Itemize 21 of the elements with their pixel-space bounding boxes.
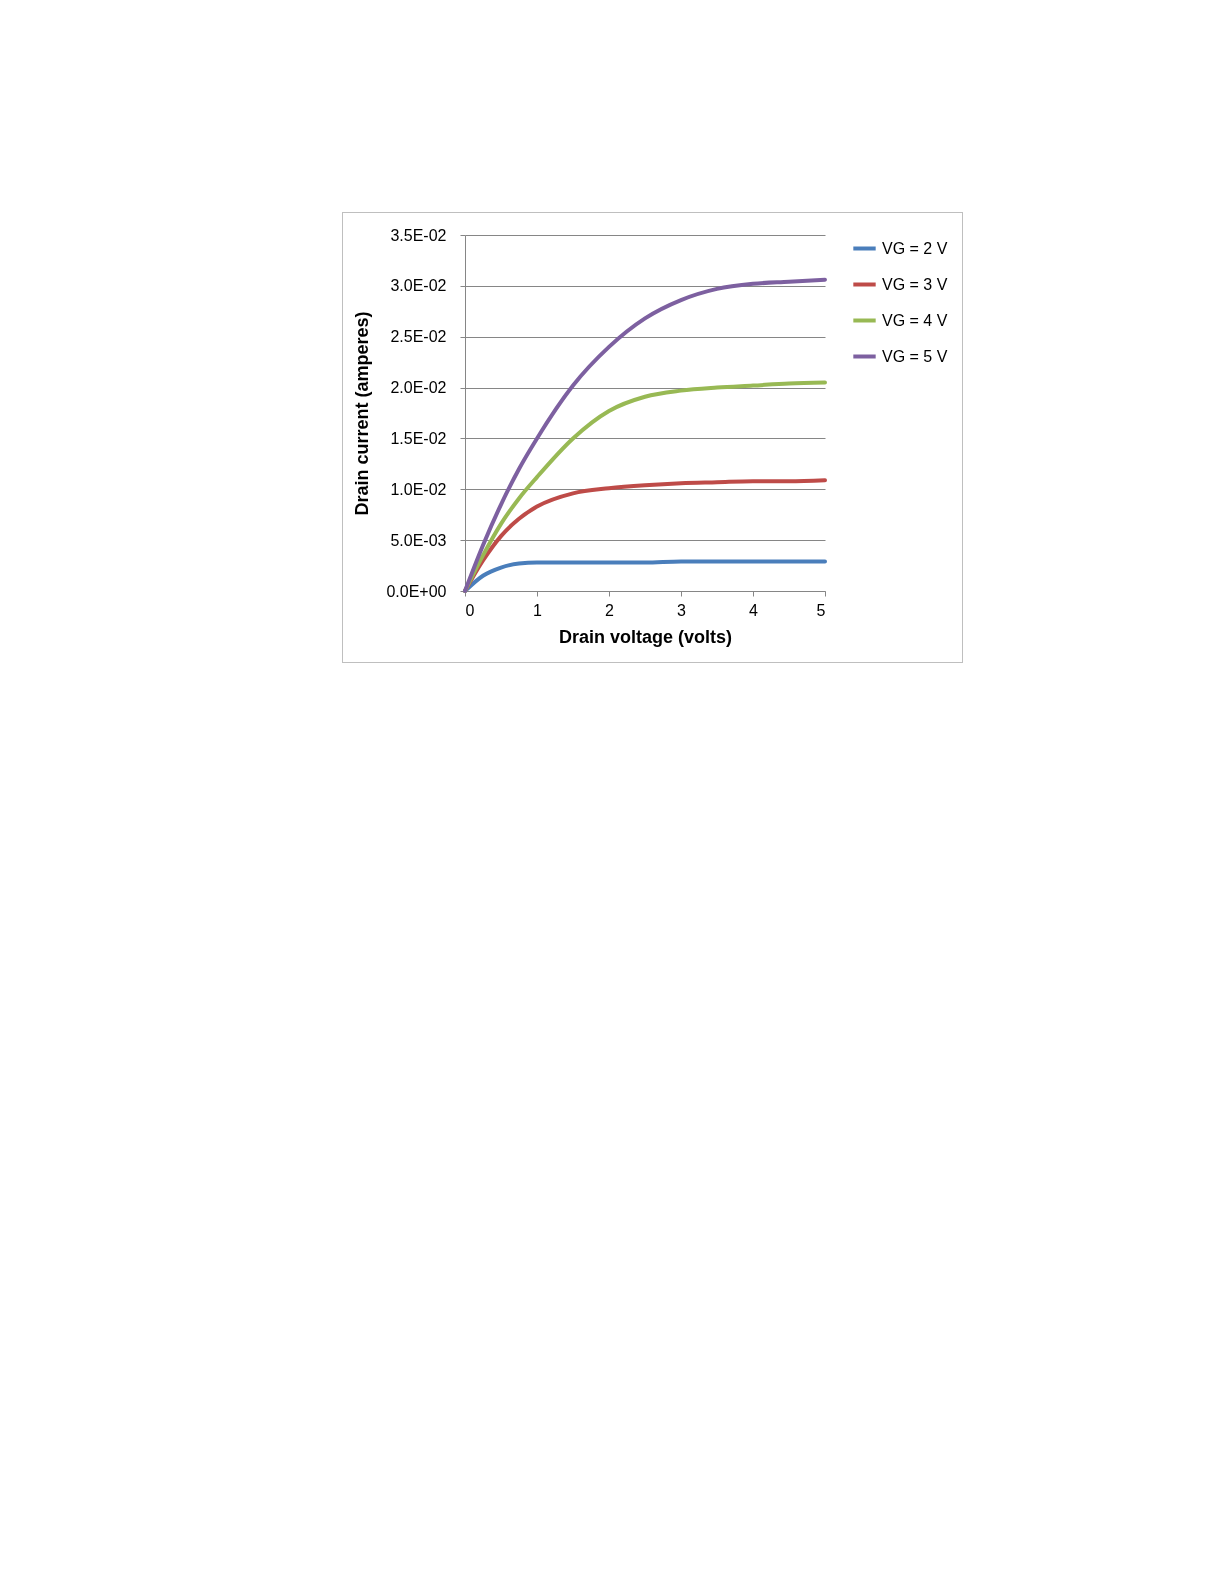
legend-label: VG = 4 V [882,311,948,329]
legend-label: VG = 3 V [882,275,948,293]
y-tick-label: 5.0E-03 [390,531,447,549]
y-tick-label: 0.0E+00 [386,582,447,600]
y-axis-title: Drain current (amperes) [352,311,373,516]
x-tick-label: 5 [816,601,826,619]
line-series [463,277,827,593]
y-tick-label: 2.0E-02 [390,379,447,397]
x-tick-label: 2 [605,601,615,619]
y-tick-label: 3.5E-02 [390,226,447,244]
legend-label: VG = 2 V [882,239,948,257]
x-axis-title: Drain voltage (volts) [558,626,733,647]
x-tick-label: 4 [749,601,759,619]
y-tick-label: 3.0E-02 [390,277,447,295]
y-tick-label: 2.5E-02 [390,328,447,346]
y-tick-label: 1.0E-02 [390,480,447,498]
x-tick-label: 3 [677,601,687,619]
x-tick-label: 1 [533,601,543,619]
x-tick-label: 0 [465,601,475,619]
legend-label: VG = 5 V [882,347,948,365]
y-tick-label: 1.5E-02 [390,429,447,447]
